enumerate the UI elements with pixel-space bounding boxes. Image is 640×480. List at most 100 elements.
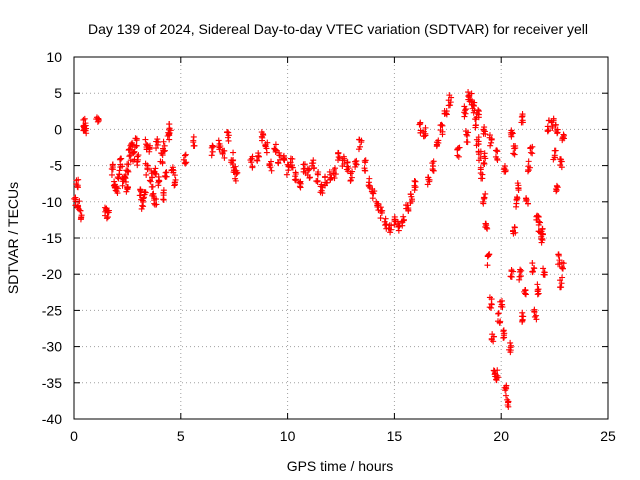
data-point	[521, 288, 528, 295]
x-tick-label: 20	[493, 428, 509, 444]
data-point	[287, 155, 294, 162]
data-point	[477, 164, 484, 171]
data-point	[485, 252, 492, 259]
data-point	[518, 113, 525, 120]
data-point	[159, 145, 166, 152]
data-point	[171, 182, 178, 189]
data-point	[122, 174, 129, 181]
data-point	[461, 103, 468, 110]
data-point	[358, 137, 365, 144]
data-point	[335, 154, 342, 161]
data-point	[366, 175, 373, 182]
data-point	[519, 111, 526, 118]
y-axis-label: SDTVAR / TECUs	[5, 182, 21, 294]
data-point	[463, 138, 470, 145]
data-point	[507, 273, 514, 280]
data-point	[425, 174, 432, 181]
data-point	[496, 319, 503, 326]
data-point	[539, 231, 546, 238]
data-point	[339, 163, 346, 170]
data-point	[112, 183, 119, 190]
y-tick-label: -40	[42, 411, 62, 427]
data-point	[108, 171, 115, 178]
data-point	[514, 195, 521, 202]
data-point	[272, 141, 279, 148]
data-point	[551, 154, 558, 161]
data-point	[488, 301, 495, 308]
data-point	[559, 265, 566, 272]
data-point	[283, 171, 290, 178]
data-point	[481, 128, 488, 135]
data-point	[385, 225, 392, 232]
data-point	[83, 130, 90, 137]
data-point	[365, 182, 372, 189]
data-point	[443, 108, 450, 115]
data-point	[306, 174, 313, 181]
data-point	[139, 202, 146, 209]
data-point	[461, 107, 468, 114]
data-point	[482, 190, 489, 197]
data-point	[77, 216, 84, 223]
data-point	[387, 229, 394, 236]
data-point	[516, 268, 523, 275]
data-point	[533, 316, 540, 323]
data-point	[151, 195, 158, 202]
data-point	[499, 301, 506, 308]
data-point	[524, 200, 531, 207]
data-point	[515, 185, 522, 192]
data-point	[143, 171, 150, 178]
data-point	[190, 142, 197, 149]
data-point	[544, 128, 551, 135]
data-point	[480, 194, 487, 201]
data-point	[76, 198, 83, 205]
data-point	[93, 114, 100, 121]
y-tick-label: 10	[46, 49, 62, 65]
data-point	[133, 135, 140, 142]
data-point	[116, 156, 123, 163]
data-point	[464, 132, 471, 139]
data-point	[395, 223, 402, 230]
data-point	[424, 181, 431, 188]
data-point	[361, 167, 368, 174]
data-point	[511, 151, 518, 158]
data-point	[477, 148, 484, 155]
data-point	[347, 177, 354, 184]
data-point	[180, 156, 187, 163]
y-tick-label: -5	[50, 158, 63, 174]
data-point	[379, 207, 386, 214]
y-tick-label: -10	[42, 194, 62, 210]
data-point	[315, 168, 322, 175]
data-point	[480, 159, 487, 166]
data-point	[511, 224, 518, 231]
data-point	[306, 166, 313, 173]
data-point	[531, 265, 538, 272]
data-point	[448, 94, 455, 101]
data-point	[127, 142, 134, 149]
data-point	[399, 222, 406, 229]
data-point	[144, 162, 151, 169]
data-point	[473, 122, 480, 129]
data-point	[411, 187, 418, 194]
data-point	[225, 137, 232, 144]
data-point	[310, 157, 317, 164]
data-point	[429, 166, 436, 173]
data-point	[172, 176, 179, 183]
data-point	[276, 149, 283, 156]
data-point	[266, 160, 273, 167]
data-point	[230, 157, 237, 164]
data-point	[160, 148, 167, 155]
data-point	[166, 130, 173, 137]
data-point	[438, 121, 445, 128]
data-point	[116, 171, 123, 178]
data-point	[182, 151, 189, 158]
data-point	[74, 202, 81, 209]
data-point	[439, 128, 446, 135]
x-tick-label: 15	[387, 428, 403, 444]
data-point	[311, 164, 318, 171]
data-point	[517, 273, 524, 280]
data-point	[103, 215, 110, 222]
data-point	[124, 186, 131, 193]
data-point	[400, 216, 407, 223]
data-point	[104, 214, 111, 221]
